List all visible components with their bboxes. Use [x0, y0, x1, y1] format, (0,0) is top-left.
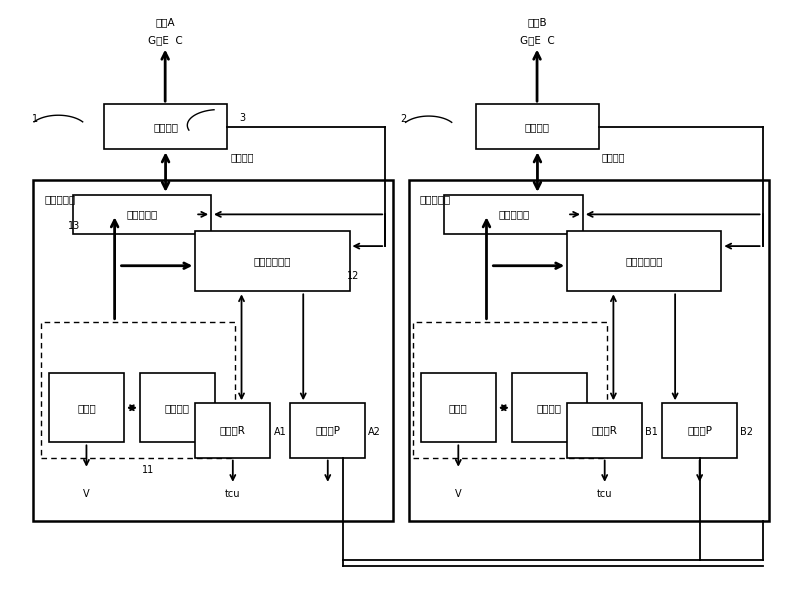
Text: tcu: tcu: [596, 489, 612, 499]
Text: 3: 3: [240, 113, 246, 123]
Bar: [421, 373, 496, 443]
Bar: [445, 195, 583, 234]
Text: 故障检测: 故障检测: [231, 152, 254, 162]
Text: 逻辑处理模块: 逻辑处理模块: [626, 256, 663, 266]
Text: 13: 13: [68, 221, 80, 231]
Bar: [49, 373, 124, 443]
Text: V: V: [83, 489, 90, 499]
Text: 光纤座R: 光纤座R: [220, 426, 246, 435]
Text: 1: 1: [32, 114, 37, 124]
Bar: [476, 104, 599, 149]
Text: 12: 12: [347, 271, 360, 281]
Bar: [140, 373, 215, 443]
Bar: [409, 180, 769, 521]
Text: A2: A2: [368, 427, 380, 437]
Bar: [33, 180, 393, 521]
Text: 整流电路: 整流电路: [537, 402, 562, 413]
Text: G、E  C: G、E C: [148, 36, 183, 46]
Text: A1: A1: [275, 427, 287, 437]
Text: tcu: tcu: [225, 489, 240, 499]
Text: 晶体管阵列: 晶体管阵列: [126, 209, 157, 219]
Text: 晶体管阵列: 晶体管阵列: [498, 209, 530, 219]
Bar: [72, 195, 211, 234]
Text: B2: B2: [739, 427, 753, 437]
Bar: [567, 231, 722, 291]
Text: 11: 11: [141, 465, 154, 475]
Text: 光纤座P: 光纤座P: [687, 426, 712, 435]
Text: 元件A: 元件A: [156, 18, 175, 27]
Bar: [195, 231, 349, 291]
Bar: [662, 403, 737, 458]
Text: 检测单元: 检测单元: [153, 122, 178, 132]
Bar: [413, 322, 607, 458]
Bar: [290, 403, 365, 458]
Text: 故障检测: 故障检测: [601, 152, 625, 162]
Text: 光纤座R: 光纤座R: [592, 426, 618, 435]
Text: G、E  C: G、E C: [519, 36, 554, 46]
Text: 光纤座P: 光纤座P: [315, 426, 341, 435]
Bar: [195, 403, 271, 458]
Bar: [567, 403, 642, 458]
Text: 变压器: 变压器: [77, 402, 96, 413]
Bar: [104, 104, 227, 149]
Text: 内驱动单元: 内驱动单元: [419, 195, 450, 205]
Text: 整流电路: 整流电路: [165, 402, 190, 413]
Text: 外驱动单元: 外驱动单元: [45, 195, 76, 205]
Bar: [41, 322, 235, 458]
Text: 变压器: 变压器: [449, 402, 468, 413]
Text: 元件B: 元件B: [527, 18, 547, 27]
Text: V: V: [455, 489, 461, 499]
Text: 检测单元: 检测单元: [525, 122, 550, 132]
Text: 2: 2: [400, 114, 407, 124]
Text: 逻辑处理模块: 逻辑处理模块: [253, 256, 291, 266]
Bar: [511, 373, 587, 443]
Text: B1: B1: [645, 427, 657, 437]
